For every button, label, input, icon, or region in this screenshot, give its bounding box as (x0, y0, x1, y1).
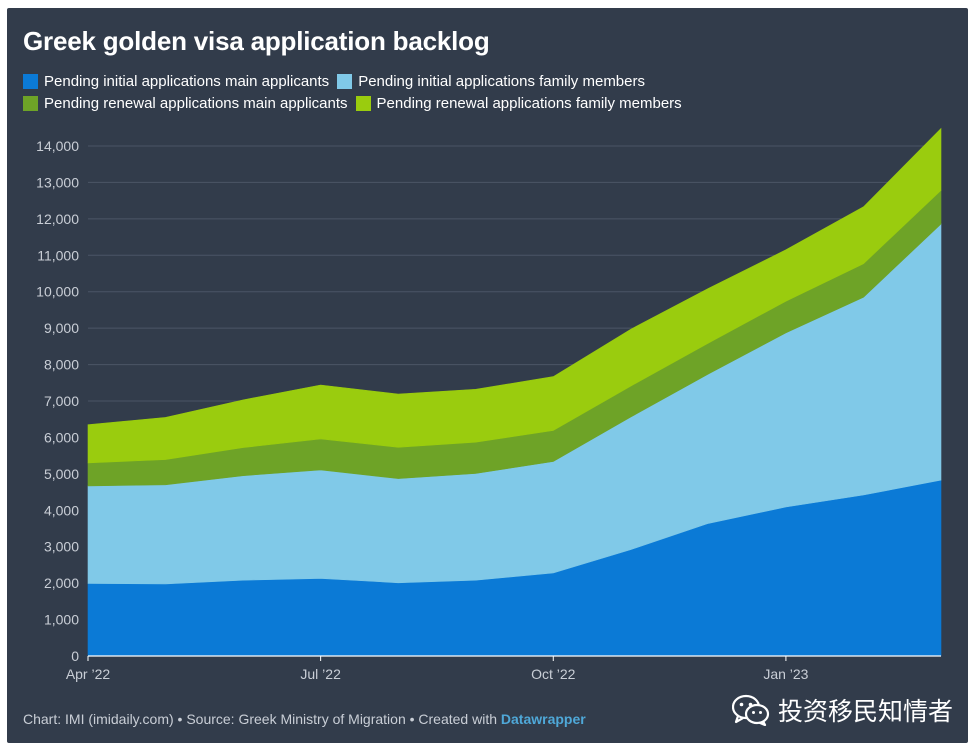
y-tick-label: 14,000 (36, 138, 79, 154)
y-tick-label: 6,000 (44, 429, 79, 445)
watermark-text: 投资移民知情者 (778, 697, 954, 726)
footer-text: Chart: IMI (imidaily.com) • Source: Gree… (23, 711, 501, 727)
legend: Pending initial applications main applic… (23, 70, 743, 114)
legend-label-renewal-family: Pending renewal applications family memb… (376, 94, 682, 112)
x-tick-label: Jul ’22 (300, 666, 341, 682)
y-tick-label: 9,000 (44, 320, 79, 336)
legend-item-renewal-family: Pending renewal applications family memb… (355, 94, 682, 112)
legend-item-initial-main: Pending initial applications main applic… (23, 73, 329, 90)
legend-item-initial-family: Pending initial applications family memb… (337, 73, 645, 90)
legend-swatch-initial-family (337, 73, 353, 89)
x-tick-label: Jan ’23 (763, 666, 808, 682)
y-tick-label: 8,000 (44, 357, 79, 373)
y-tick-label: 10,000 (36, 284, 79, 300)
legend-swatch-initial-main (23, 73, 38, 89)
y-tick-label: 7,000 (44, 393, 79, 409)
wechat-icon (732, 694, 770, 726)
y-tick-label: 2,000 (44, 575, 79, 591)
legend-label-renewal-main: Pending renewal applications main applic… (44, 94, 348, 112)
y-tick-label: 4,000 (44, 502, 79, 518)
legend-swatch-renewal-family (355, 95, 371, 111)
x-tick-label: Oct ’22 (531, 666, 576, 682)
y-tick-label: 3,000 (44, 539, 79, 555)
legend-row-2: Pending renewal applications main applic… (23, 92, 743, 114)
legend-row-1: Pending initial applications main applic… (23, 70, 743, 92)
legend-label-initial-main: Pending initial applications main applic… (44, 72, 330, 90)
watermark: 投资移民知情者 (732, 692, 953, 728)
legend-label-initial-family: Pending initial applications family memb… (358, 72, 645, 90)
x-tick-label: Apr ’22 (66, 666, 111, 682)
area-chart: 0 1,000 2,000 3,000 4,000 5,000 6,000 7,000 8,00… (36, 127, 942, 682)
datawrapper-link[interactable]: Datawrapper (500, 711, 586, 727)
legend-item-renewal-main: Pending renewal applications main applic… (23, 95, 348, 112)
area-series-pending-renewal-applications-family-members (87, 127, 942, 464)
y-tick-label: 5,000 (44, 466, 79, 482)
y-tick-label: 0 (71, 648, 79, 664)
chart-title: Greek golden visa application backlog (23, 26, 490, 56)
y-tick-label: 13,000 (36, 174, 79, 190)
legend-swatch-renewal-main (23, 95, 38, 111)
y-tick-label: 11,000 (37, 247, 79, 263)
chart-card: Greek golden visa application backlog Pe… (7, 8, 968, 743)
footer-credit: Chart: IMI (imidaily.com) • Source: Gree… (23, 711, 586, 727)
y-tick-label: 1,000 (44, 612, 79, 628)
y-tick-label: 12,000 (36, 211, 79, 227)
